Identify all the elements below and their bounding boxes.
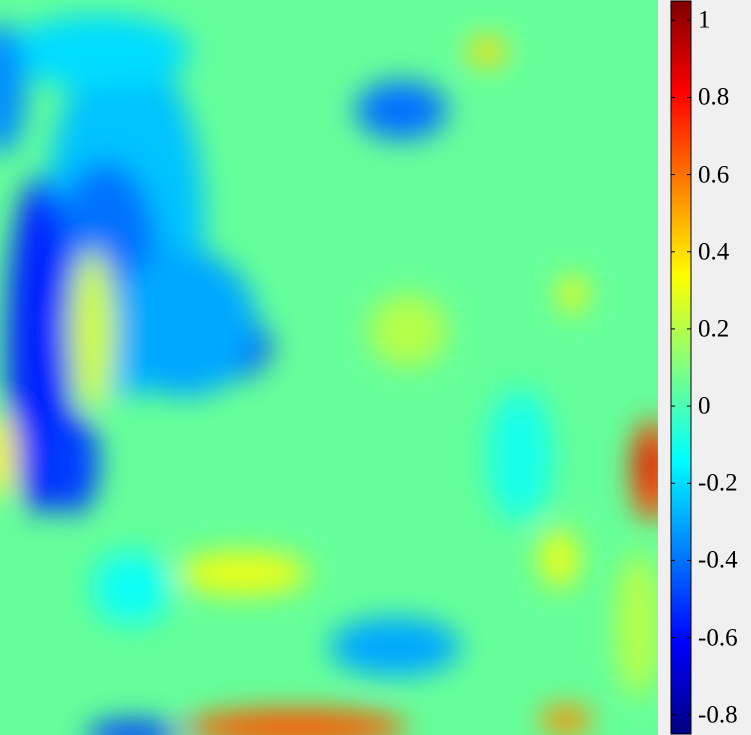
heatmap-feature-11 [539, 705, 593, 735]
colorbar-tick-label: 0 [698, 392, 711, 420]
heatmap-feature-4 [111, 249, 257, 397]
heatmap-feature-23 [92, 551, 172, 625]
colorbar-tick-label: 0.6 [698, 161, 730, 189]
heatmap-feature-15 [0, 22, 27, 155]
colorbar-tick-label: -0.4 [698, 546, 738, 574]
heatmap-feature-10 [184, 709, 408, 735]
heatmap-feature-16 [539, 529, 580, 588]
heatmap-feature-17 [177, 551, 310, 596]
colorbar [671, 1, 691, 734]
colorbar-border [670, 0, 692, 735]
heatmap-feature-25 [368, 294, 448, 368]
colorbar-ticks [670, 0, 692, 735]
colorbar-tick-label: -0.6 [698, 624, 738, 652]
heatmap-plot-area [0, 0, 658, 735]
colorbar-tick-label: 0.2 [698, 315, 730, 343]
colorbar-tick-label: 1 [698, 6, 711, 34]
heatmap-feature-12 [329, 617, 461, 677]
heatmap-feature-22 [486, 389, 553, 522]
heatmap-feature-20 [0, 411, 17, 500]
heatmap-feature-19 [467, 36, 507, 67]
colorbar-tick-label: -0.8 [698, 701, 738, 729]
heatmap-feature-6 [46, 411, 99, 515]
heatmap-feature-9 [638, 441, 658, 486]
colorbar-tick-label: -0.2 [698, 469, 738, 497]
colorbar-tick-label: 0.8 [698, 83, 730, 111]
heatmap-feature-7 [69, 249, 116, 412]
heatmap-feature-13 [355, 80, 448, 140]
heatmap-feature-21 [85, 720, 178, 735]
heatmap-feature-24 [615, 551, 658, 699]
heatmap-feature-14 [6, 14, 191, 89]
heatmap-feature-18 [559, 275, 586, 313]
colorbar-tick-label: 0.4 [698, 238, 730, 266]
